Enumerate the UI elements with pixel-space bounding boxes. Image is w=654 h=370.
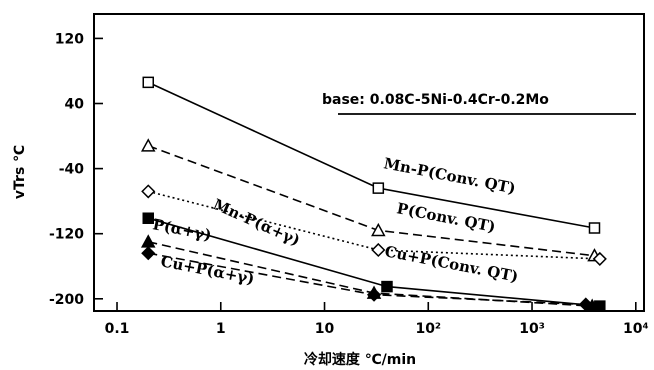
data-point bbox=[141, 246, 156, 261]
data-point bbox=[371, 242, 386, 258]
y-tick-label: -120 bbox=[49, 227, 84, 243]
y-tick-label: 40 bbox=[65, 97, 85, 113]
data-point bbox=[371, 222, 386, 237]
series-label-p-conv-qt: P(Conv. QT) bbox=[395, 199, 497, 236]
x-tick-label: 10² bbox=[415, 321, 441, 337]
x-axis-title: 冷却速度 ℃/min bbox=[304, 351, 416, 368]
data-point bbox=[142, 212, 155, 224]
y-tick-label: -200 bbox=[49, 292, 84, 308]
x-tick-label: 10 bbox=[315, 321, 335, 337]
data-point bbox=[381, 280, 393, 293]
series-label-mn-p-alpha-gamma: Mn-P(α+γ) bbox=[210, 195, 302, 249]
x-tick-label: 0.1 bbox=[105, 321, 130, 337]
x-tick-label: 10⁴ bbox=[623, 321, 649, 337]
plot-frame bbox=[93, 13, 645, 312]
y-axis-title: vTrs ℃ bbox=[12, 145, 28, 199]
data-point bbox=[588, 222, 601, 234]
series-label-cu-p-conv-qt: Cu+P(Conv. QT) bbox=[383, 242, 520, 286]
data-point bbox=[372, 182, 385, 194]
data-point bbox=[140, 234, 156, 248]
y-tick-label: 120 bbox=[55, 31, 84, 47]
axis-ticks: 0.1 1 10 10² 10³ 10⁴ 120 40 -40 -120 -200 bbox=[49, 31, 649, 337]
data-point bbox=[140, 138, 156, 152]
series-label-mn-p-conv-qt: Mn-P(Conv. QT) bbox=[382, 154, 517, 197]
data-point bbox=[592, 251, 607, 266]
series-line-2 bbox=[148, 190, 600, 260]
data-point bbox=[366, 287, 382, 302]
data-point bbox=[578, 297, 593, 312]
series-label-p-alpha-gamma: P(α+γ) bbox=[151, 215, 213, 244]
y-tick-label: -40 bbox=[59, 162, 85, 178]
data-point bbox=[141, 184, 156, 199]
series-points bbox=[140, 76, 607, 312]
x-tick-label: 1 bbox=[216, 321, 226, 337]
x-tick-label: 10³ bbox=[519, 321, 545, 337]
base-composition-label: base: 0.08C-5Ni-0.4Cr-0.2Mo bbox=[322, 92, 549, 108]
data-point bbox=[142, 76, 155, 89]
series-label-cu-p-alpha-gamma: Cu+P(α+γ) bbox=[159, 252, 256, 288]
